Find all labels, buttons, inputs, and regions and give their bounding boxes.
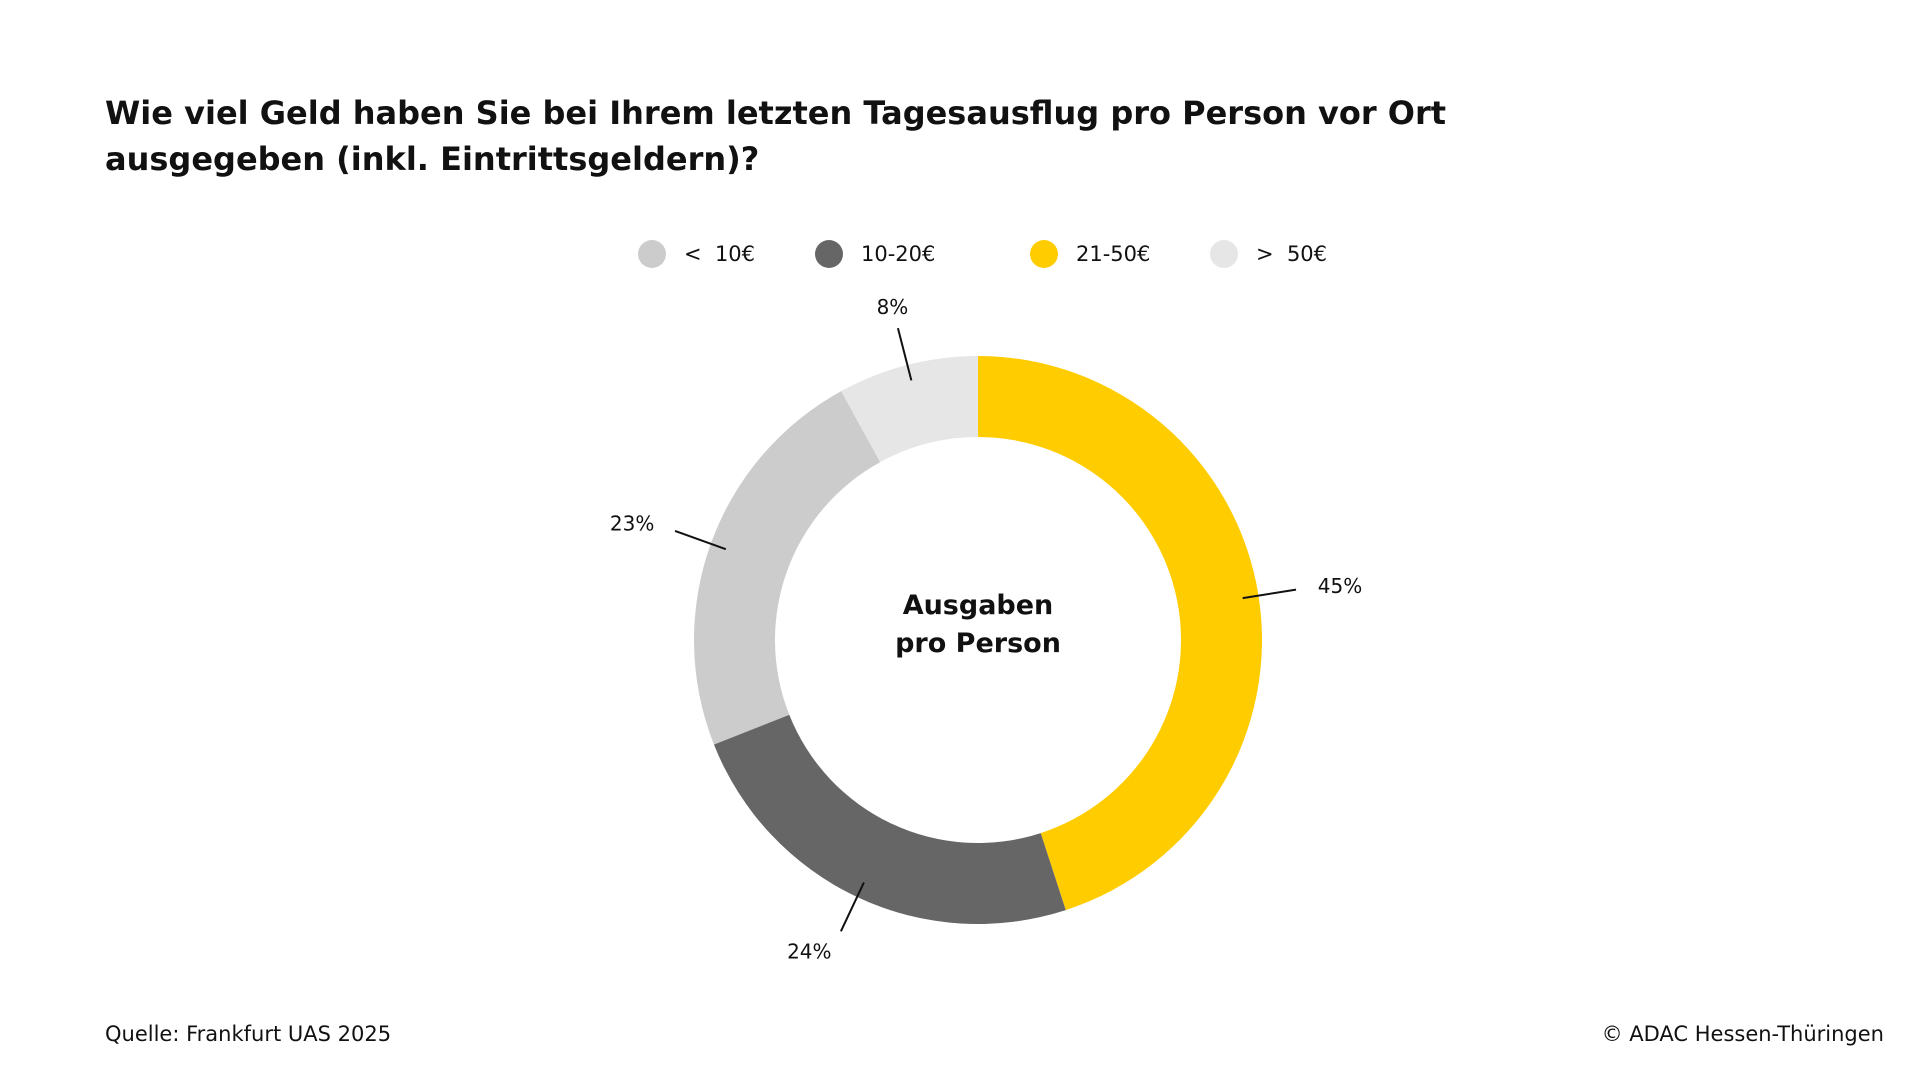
chart-title: Wie viel Geld haben Sie bei Ihrem letzte… bbox=[105, 90, 1447, 182]
legend-item-21-50: 21-50€ bbox=[1030, 240, 1150, 268]
legend-swatch-under-10 bbox=[638, 240, 666, 268]
slice-labels: 45% 24% 23% 8% bbox=[610, 295, 1362, 963]
legend-item-under-10: < 10€ bbox=[638, 240, 755, 268]
title-line-1: Wie viel Geld haben Sie bei Ihrem letzte… bbox=[105, 94, 1447, 132]
legend-item-10-20: 10-20€ bbox=[815, 240, 935, 268]
center-label-line-1: Ausgaben bbox=[903, 590, 1054, 621]
donut-slices bbox=[694, 356, 1262, 924]
slice-label-10-20: 24% bbox=[787, 939, 831, 963]
legend-label-21-50: 21-50€ bbox=[1076, 242, 1151, 266]
slice-label-50: 8% bbox=[877, 295, 909, 319]
slice-label-10: 23% bbox=[610, 511, 654, 535]
slice-10 bbox=[694, 391, 881, 745]
leader-line-10 bbox=[674, 529, 727, 551]
slice-10-20 bbox=[713, 714, 1066, 924]
legend-label-10-20: 10-20€ bbox=[861, 242, 936, 266]
leader-lines bbox=[674, 327, 1297, 932]
legend-swatch-over-50 bbox=[1210, 240, 1238, 268]
slice-50 bbox=[841, 356, 978, 463]
title-line-2: ausgegeben (inkl. Eintrittsgeldern)? bbox=[105, 140, 760, 178]
center-label-line-2: pro Person bbox=[895, 628, 1061, 659]
legend-label-over-50: > 50€ bbox=[1256, 242, 1328, 266]
leader-line-10-20 bbox=[839, 882, 865, 932]
slice-21-50 bbox=[978, 356, 1262, 911]
source-note: Quelle: Frankfurt UAS 2025 bbox=[105, 1022, 392, 1046]
legend: < 10€ 10-20€ 21-50€ > 50€ bbox=[0, 240, 1920, 274]
leader-line-50 bbox=[896, 327, 913, 381]
legend-label-under-10: < 10€ bbox=[684, 242, 756, 266]
legend-swatch-10-20 bbox=[815, 240, 843, 268]
slice-label-21-50: 45% bbox=[1318, 574, 1362, 598]
leader-line-21-50 bbox=[1242, 588, 1297, 600]
copyright-note: © ADAC Hessen-Thüringen bbox=[1601, 1022, 1884, 1046]
legend-swatch-21-50 bbox=[1030, 240, 1058, 268]
legend-item-over-50: > 50€ bbox=[1210, 240, 1327, 268]
